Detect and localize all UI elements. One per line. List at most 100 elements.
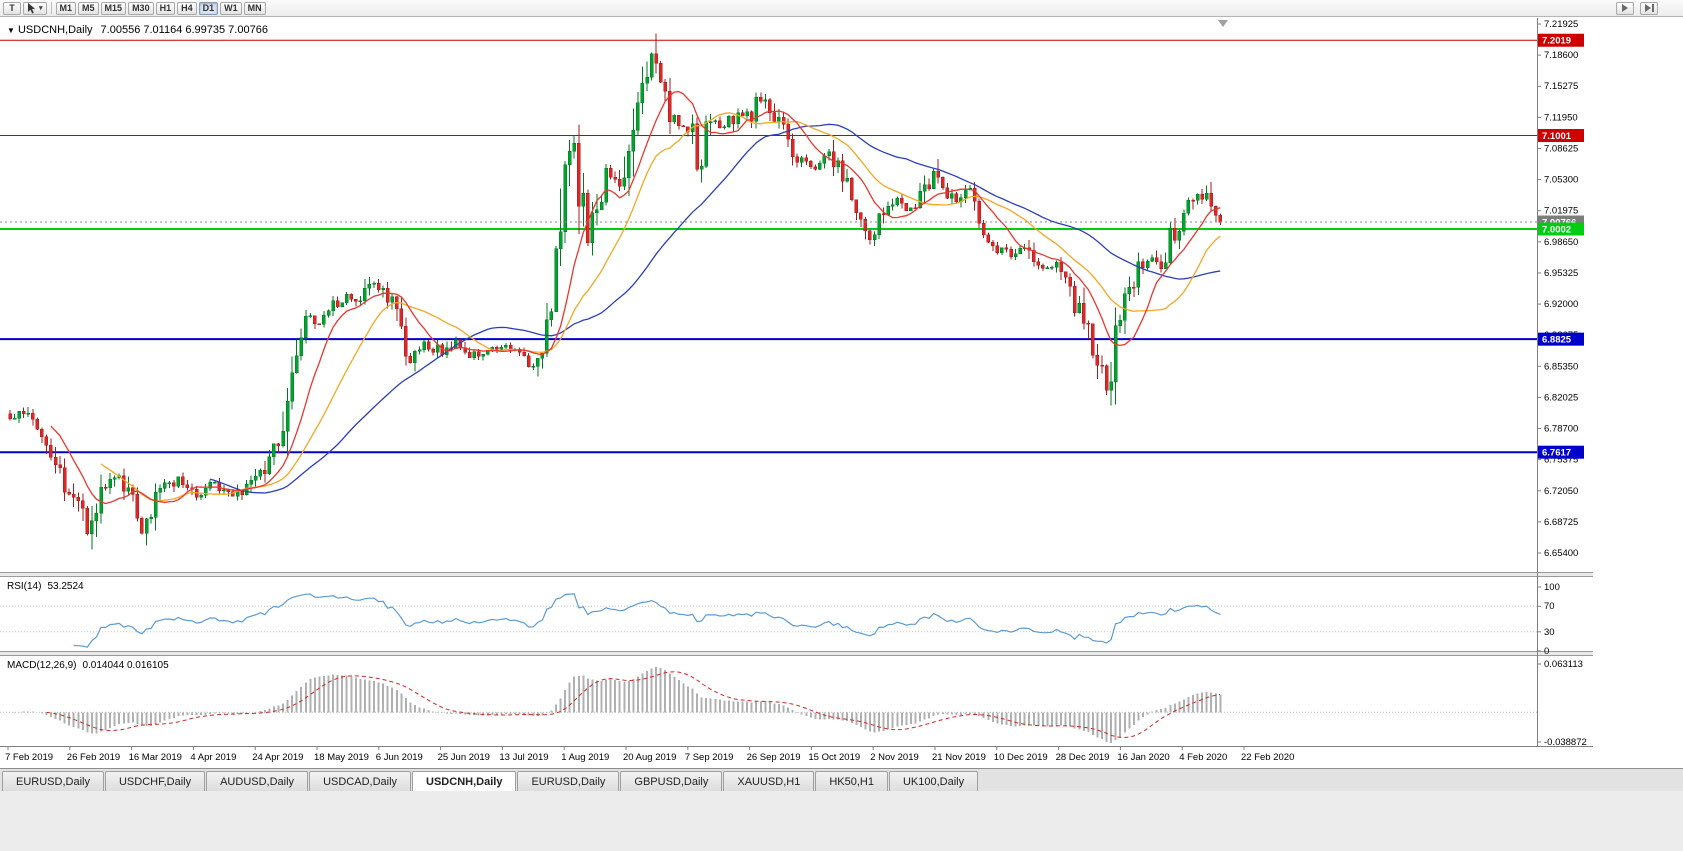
date-tick-label: 24 Apr 2019: [252, 752, 303, 763]
macd-values: 0.014044 0.016105: [82, 660, 169, 671]
timeframe-button-mn[interactable]: MN: [243, 1, 266, 15]
text-tool-button[interactable]: T: [3, 1, 21, 15]
price-axis[interactable]: 7.21925 7.18600 7.15275 7.11950 7.08625 7.053…: [1537, 19, 1587, 748]
chart-tab-3[interactable]: USDCAD,Daily: [309, 771, 412, 791]
chart-ohlc-values: 7.00556 7.01164 6.99735 7.00766: [100, 24, 268, 36]
macd-tick-label: -0.038872: [1544, 737, 1587, 748]
date-tick-label: 1 Aug 2019: [561, 752, 609, 763]
chevron-down-icon: ▾: [39, 5, 43, 12]
price-tick-label: 7.11950: [1544, 112, 1578, 123]
macd-histogram: [13, 667, 1222, 744]
chart-tab-5[interactable]: EURUSD,Daily: [517, 771, 620, 791]
chart-tabbar: EURUSD,Daily USDCHF,Daily AUDUSD,Daily USDC…: [0, 768, 1683, 791]
chart-canvas[interactable]: 7.21925 7.18600 7.15275 7.11950 7.08625 7.053…: [0, 0, 1683, 768]
chart-dropdown-arrow-icon[interactable]: ▼: [7, 26, 15, 35]
timeframe-button-m30[interactable]: M30: [128, 1, 154, 15]
timeframe-button-h1[interactable]: H1: [155, 1, 176, 15]
date-tick-label: 10 Dec 2019: [994, 752, 1048, 763]
chart-tab-7[interactable]: XAUUSD,H1: [723, 771, 815, 791]
timeframe-button-w1[interactable]: W1: [220, 1, 242, 15]
timeframe-button-m5[interactable]: M5: [78, 1, 99, 15]
level-price-badge: 7.0002: [1542, 225, 1571, 236]
price-tick-label: 6.68725: [1544, 517, 1578, 528]
date-tick-label: 6 Jun 2019: [376, 752, 423, 763]
rsi-indicator-label: RSI(14) 53.2524: [7, 581, 90, 592]
chart-title-line: ▼ USDCNH,Daily 7.00556 7.01164 6.99735 7.…: [7, 24, 268, 36]
panel-separators[interactable]: [0, 18, 1593, 747]
timeframe-button-m15[interactable]: M15: [100, 1, 127, 15]
rsi-tick-label: 100: [1544, 582, 1560, 593]
chart-background: [0, 18, 1683, 767]
date-tick-label: 16 Mar 2019: [129, 752, 182, 763]
price-tick-label: 7.15275: [1544, 81, 1578, 92]
price-tick-label: 6.92000: [1544, 299, 1578, 310]
date-tick-label: 20 Aug 2019: [623, 752, 676, 763]
date-tick-label: 25 Jun 2019: [438, 752, 490, 763]
rsi-value: 53.2524: [47, 581, 84, 592]
rsi-line: [73, 593, 1221, 648]
price-tick-label: 7.18600: [1544, 50, 1578, 61]
date-tick-label: 16 Jan 2020: [1117, 752, 1169, 763]
price-tick-label: 6.65400: [1544, 548, 1578, 559]
date-tick-label: 28 Dec 2019: [1056, 752, 1110, 763]
auto-scroll-icon: [1622, 4, 1628, 12]
chart-tab-9[interactable]: UK100,Daily: [888, 771, 979, 791]
date-tick-label: 7 Feb 2019: [5, 752, 53, 763]
ma-line-fast: [50, 90, 1221, 505]
macd-tick-label: 0.063113: [1544, 659, 1583, 670]
date-tick-label: 22 Feb 2020: [1241, 752, 1294, 763]
ma-line-medium: [100, 112, 1221, 502]
price-tick-label: 6.78700: [1544, 424, 1578, 435]
chart-tab-4[interactable]: USDCNH,Daily: [412, 771, 517, 791]
level-price-badge: 7.1001: [1542, 131, 1572, 142]
price-tick-label: 6.85350: [1544, 361, 1578, 372]
chart-shift-button[interactable]: [1640, 1, 1658, 15]
macd-name: MACD(12,26,9): [7, 660, 77, 671]
cursor-tool-button[interactable]: ▾: [23, 1, 47, 15]
ma-line-slow: [210, 123, 1221, 494]
chart-toolbar: T ▾ M1 M5 M15 M30 H1 H4 D1 W1 MN: [0, 0, 1683, 17]
rsi-tick-label: 0: [1544, 646, 1549, 657]
date-tick-label: 2 Nov 2019: [870, 752, 919, 763]
date-tick-label: 13 Jul 2019: [499, 752, 548, 763]
date-tick-label: 21 Nov 2019: [932, 752, 986, 763]
date-tick-label: 7 Sep 2019: [685, 752, 734, 763]
chart-tab-8[interactable]: HK50,H1: [815, 771, 888, 791]
level-price-badge: 6.7617: [1542, 448, 1571, 459]
price-tick-label: 6.72050: [1544, 486, 1578, 497]
chart-shift-marker[interactable]: [1218, 20, 1228, 27]
price-tick-label: 6.82025: [1544, 392, 1578, 403]
time-axis[interactable]: 7 Feb 2019 26 Feb 2019 16 Mar 2019 4 Apr 20…: [5, 746, 1294, 763]
timeframe-button-d1[interactable]: D1: [198, 1, 219, 15]
chart-tab-2[interactable]: AUDUSD,Daily: [206, 771, 309, 791]
price-tick-label: 7.08625: [1544, 143, 1578, 154]
date-tick-label: 26 Sep 2019: [747, 752, 801, 763]
price-tick-label: 7.21925: [1544, 19, 1578, 30]
toolbar-separator: [50, 2, 52, 14]
chart-tab-1[interactable]: USDCHF,Daily: [104, 771, 206, 791]
level-price-badge: 7.2019: [1542, 36, 1571, 47]
chart-tab-0[interactable]: EURUSD,Daily: [2, 771, 104, 791]
date-tick-label: 4 Apr 2019: [190, 752, 236, 763]
macd-indicator-label: MACD(12,26,9) 0.014044 0.016105: [7, 660, 175, 671]
price-tick-label: 6.95325: [1544, 268, 1578, 279]
price-tick-label: 6.98650: [1544, 237, 1578, 248]
cursor-icon: [28, 2, 35, 13]
timeframe-button-h4[interactable]: H4: [177, 1, 197, 15]
chart-symbol-label: USDCNH,Daily: [17, 24, 93, 36]
auto-scroll-button[interactable]: [1616, 1, 1634, 15]
timeframe-button-m1[interactable]: M1: [55, 1, 77, 15]
chart-tab-6[interactable]: GBPUSD,Daily: [620, 771, 723, 791]
date-tick-label: 18 May 2019: [314, 752, 369, 763]
rsi-tick-label: 70: [1544, 601, 1555, 612]
candlestick-series[interactable]: [8, 33, 1223, 550]
price-tick-label: 7.05300: [1544, 175, 1578, 186]
rsi-name: RSI(14): [7, 581, 42, 592]
status-area: [0, 791, 1683, 851]
level-price-badge: 6.8825: [1542, 335, 1572, 346]
timeframe-button-group: M1 M5 M15 M30 H1 H4 D1 W1 MN: [55, 1, 268, 15]
date-tick-label: 4 Feb 2020: [1179, 752, 1227, 763]
rsi-tick-label: 30: [1544, 627, 1555, 638]
price-tick-label: 6.75375: [1544, 455, 1578, 466]
